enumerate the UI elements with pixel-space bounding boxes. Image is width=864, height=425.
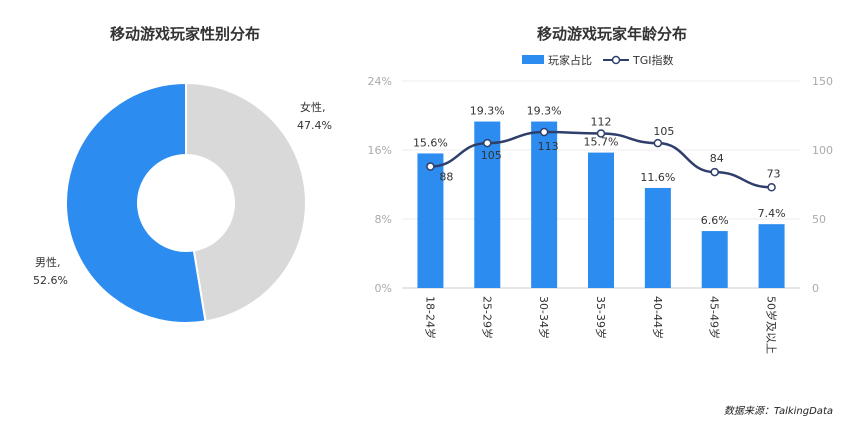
bar-6 — [758, 224, 785, 288]
y-right-tick-0: 0 — [812, 282, 819, 295]
y-right-tick-1: 50 — [812, 213, 826, 226]
tgi-point-1 — [483, 138, 492, 148]
bar-0 — [417, 153, 444, 288]
y-left-tick-0: 0% — [375, 282, 392, 295]
source-note: 数据来源：TalkingData — [723, 406, 833, 417]
bar-4 — [644, 187, 671, 288]
bar-label-3: 15.7% — [584, 136, 619, 149]
legend-label-bar: 玩家占比 — [548, 53, 592, 67]
pie-value-male: 52.6% — [33, 274, 68, 287]
tgi-label-1: 105 — [481, 149, 502, 162]
tgi-label-5: 84 — [710, 152, 724, 165]
bar-label-6: 7.4% — [758, 207, 786, 220]
age-chart-title: 移动游戏玩家年龄分布 — [536, 25, 687, 43]
bar-1 — [474, 121, 501, 288]
x-tick-3: 35-39岁 — [594, 296, 608, 339]
y-left-tick-3: 24% — [368, 75, 392, 88]
pie-slice-1 — [65, 81, 207, 324]
pie-slice-0 — [185, 81, 307, 323]
pie-value-female: 47.4% — [297, 119, 332, 132]
legend-swatch-bar — [522, 55, 544, 64]
gender-chart-title: 移动游戏玩家性别分布 — [109, 25, 260, 43]
legend-marker-line — [611, 55, 621, 65]
y-right-tick-2: 100 — [812, 144, 833, 157]
x-tick-1: 25-29岁 — [480, 296, 494, 339]
tgi-point-2 — [539, 127, 549, 137]
bar-label-2: 19.3% — [527, 105, 562, 118]
x-tick-2: 30-34岁 — [537, 296, 551, 339]
bar-label-5: 6.6% — [701, 214, 729, 227]
tgi-label-4: 105 — [653, 125, 674, 138]
x-tick-4: 40-44岁 — [651, 296, 665, 339]
pie-label-male: 男性, — [35, 255, 61, 269]
tgi-label-6: 73 — [767, 167, 781, 180]
tgi-label-3: 112 — [591, 115, 612, 128]
tgi-point-4 — [653, 138, 663, 148]
x-tick-0: 18-24岁 — [423, 296, 437, 339]
y-right-tick-3: 150 — [812, 75, 833, 88]
bar-label-4: 11.6% — [640, 171, 675, 184]
tgi-label-2: 113 — [538, 140, 559, 153]
tgi-label-0: 88 — [439, 171, 453, 184]
tgi-point-3 — [596, 129, 606, 138]
pie-label-female: 女性, — [300, 100, 326, 114]
y-left-tick-1: 8% — [375, 213, 392, 226]
tgi-point-5 — [710, 167, 719, 177]
bar-2 — [531, 121, 558, 288]
tgi-point-6 — [767, 183, 776, 192]
bar-label-0: 15.6% — [413, 136, 448, 149]
legend-label-line: TGI指数 — [632, 53, 674, 67]
x-tick-6: 50岁及以上 — [765, 296, 779, 354]
bar-5 — [701, 231, 728, 288]
tgi-point-0 — [426, 162, 435, 171]
y-left-tick-2: 16% — [368, 144, 392, 157]
x-tick-5: 45-49岁 — [708, 296, 722, 339]
bar-label-1: 19.3% — [470, 105, 505, 118]
bar-3 — [588, 152, 614, 288]
